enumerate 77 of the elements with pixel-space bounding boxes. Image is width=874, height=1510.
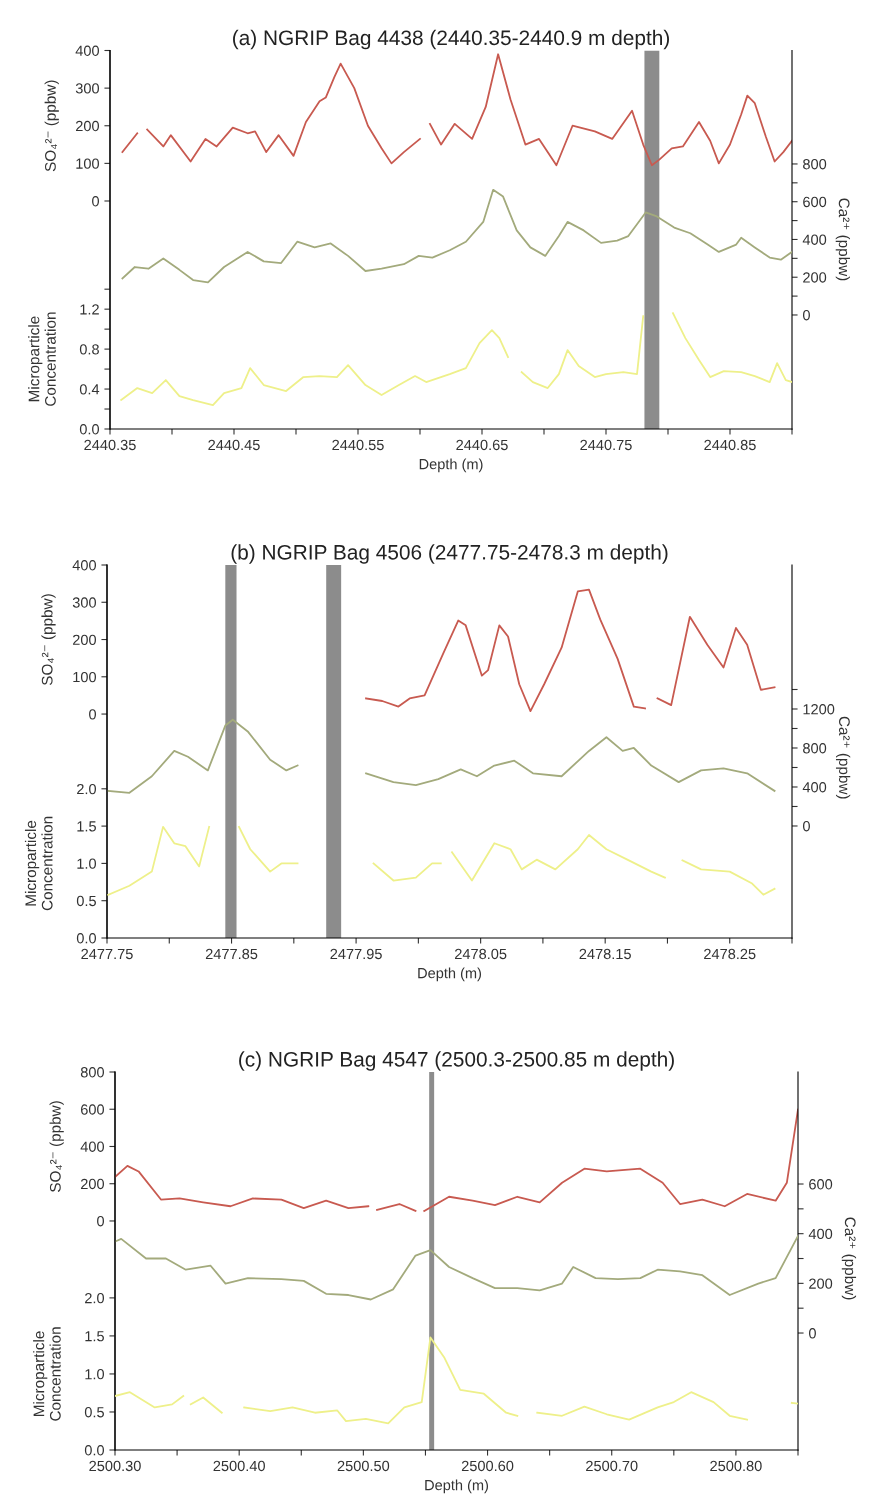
y3-tick-label: 1.2	[80, 304, 99, 315]
x-axis-title: Depth (m)	[425, 1479, 489, 1494]
x-tick-label: 2440.35	[84, 439, 136, 451]
x-axis-title: Depth (m)	[419, 458, 483, 473]
line-series	[121, 188, 792, 284]
x-tick-label: 2500.60	[461, 1460, 514, 1472]
chart-title: (b) NGRIP Bag 4506 (2477.75-2478.3 m depth)	[231, 544, 668, 564]
y2-tick-label: 400	[802, 234, 827, 245]
y2-tick-label: 800	[803, 159, 827, 170]
y3-tick-label: 0.0	[76, 933, 97, 944]
y2-tick-label: 200	[809, 1278, 833, 1289]
x-tick-label: 2500.80	[710, 1460, 762, 1472]
y2-tick-label: 600	[809, 1179, 833, 1190]
y3-axis-title: Microparticle Concentration	[33, 1327, 61, 1421]
x-tick-label: 2500.30	[89, 1460, 141, 1472]
x-tick-label: 2477.95	[330, 948, 382, 960]
y-tick-label: 100	[76, 158, 100, 169]
y-tick-label: 200	[80, 1178, 105, 1190]
y2-tick-label: 200	[803, 272, 827, 283]
y3-tick-label: 1.0	[77, 858, 97, 869]
x-tick-label: 2440.75	[580, 439, 632, 451]
chart-title: (a) NGRIP Bag 4438 (2440.35-2440.9 m depth)	[233, 29, 669, 50]
y-tick-label: 300	[72, 597, 97, 608]
y3-tick-label: 1.5	[85, 1331, 104, 1342]
x-tick-label: 2440.55	[332, 439, 384, 451]
x-axis-title: Depth (m)	[418, 967, 482, 982]
y-tick-label: 400	[75, 45, 100, 56]
y2-tick-label: 1200	[803, 704, 835, 715]
y3-tick-label: 0.8	[79, 344, 99, 355]
y3-tick-label: 2.0	[77, 783, 97, 795]
x-tick-label: 2500.70	[586, 1460, 638, 1472]
y3-tick-label: 0.5	[76, 895, 96, 907]
x-tick-label: 2478.05	[455, 948, 507, 960]
x-tick-label: 2440.85	[704, 439, 756, 451]
y-axis-title: SO₄²⁻ (ppbw)	[41, 594, 56, 686]
y2-tick-label: 0	[808, 1328, 816, 1339]
y-tick-label: 100	[73, 671, 97, 683]
chart-title: (c) NGRIP Bag 4547 (2500.3-2500.85 m depth)	[239, 1051, 674, 1071]
y-tick-label: 0	[92, 196, 100, 207]
y3-tick-label: 2.0	[85, 1292, 105, 1304]
y3-axis-title: Microparticle Concentration	[24, 816, 53, 911]
y-tick-label: 800	[80, 1067, 105, 1078]
y3-tick-label: 1.0	[85, 1369, 105, 1380]
y3-tick-label: 1.5	[77, 821, 96, 832]
y2-tick-label: 800	[803, 743, 827, 754]
y-tick-label: 300	[75, 83, 100, 94]
y-tick-label: 400	[80, 1141, 105, 1152]
line-series	[115, 1235, 798, 1301]
y2-tick-label: 0	[802, 310, 810, 321]
y2-tick-label: 400	[802, 782, 827, 793]
y2-tick-label: 600	[803, 196, 827, 208]
y2-axis-title: Ca²⁺ (ppbw)	[841, 1217, 857, 1300]
y3-tick-label: 0.4	[79, 384, 100, 395]
x-tick-label: 2500.40	[213, 1460, 265, 1472]
y-tick-label: 200	[72, 634, 97, 645]
x-tick-label: 2478.25	[704, 948, 756, 960]
x-tick-label: 2478.15	[579, 948, 631, 960]
y2-tick-label: 400	[808, 1228, 833, 1240]
y-axis-title: SO₄²⁻ (ppbw)	[44, 80, 59, 172]
y-axis-title: SO₄²⁻ (ppbw)	[49, 1101, 64, 1192]
x-tick-label: 2440.45	[208, 439, 260, 451]
y-tick-label: 200	[75, 120, 100, 132]
y3-tick-label: 0.0	[79, 424, 100, 435]
y2-axis-title: Ca²⁺ (ppbw)	[835, 198, 850, 281]
y2-tick-label: 0	[802, 821, 810, 832]
x-tick-label: 2477.75	[81, 948, 133, 960]
y-tick-label: 400	[72, 560, 97, 571]
y3-axis-title: Microparticle Concentration	[28, 312, 56, 406]
y3-tick-label: 0.5	[84, 1407, 104, 1418]
y-tick-label: 0	[97, 1216, 105, 1227]
y3-tick-label: 0.0	[84, 1445, 105, 1456]
x-tick-label: 2440.65	[456, 439, 508, 451]
x-tick-label: 2477.85	[205, 948, 258, 960]
y-tick-label: 600	[80, 1104, 105, 1115]
x-tick-label: 2500.50	[337, 1460, 390, 1472]
y2-axis-title: Ca²⁺ (ppbw)	[835, 716, 851, 799]
y-tick-label: 0	[89, 709, 97, 720]
